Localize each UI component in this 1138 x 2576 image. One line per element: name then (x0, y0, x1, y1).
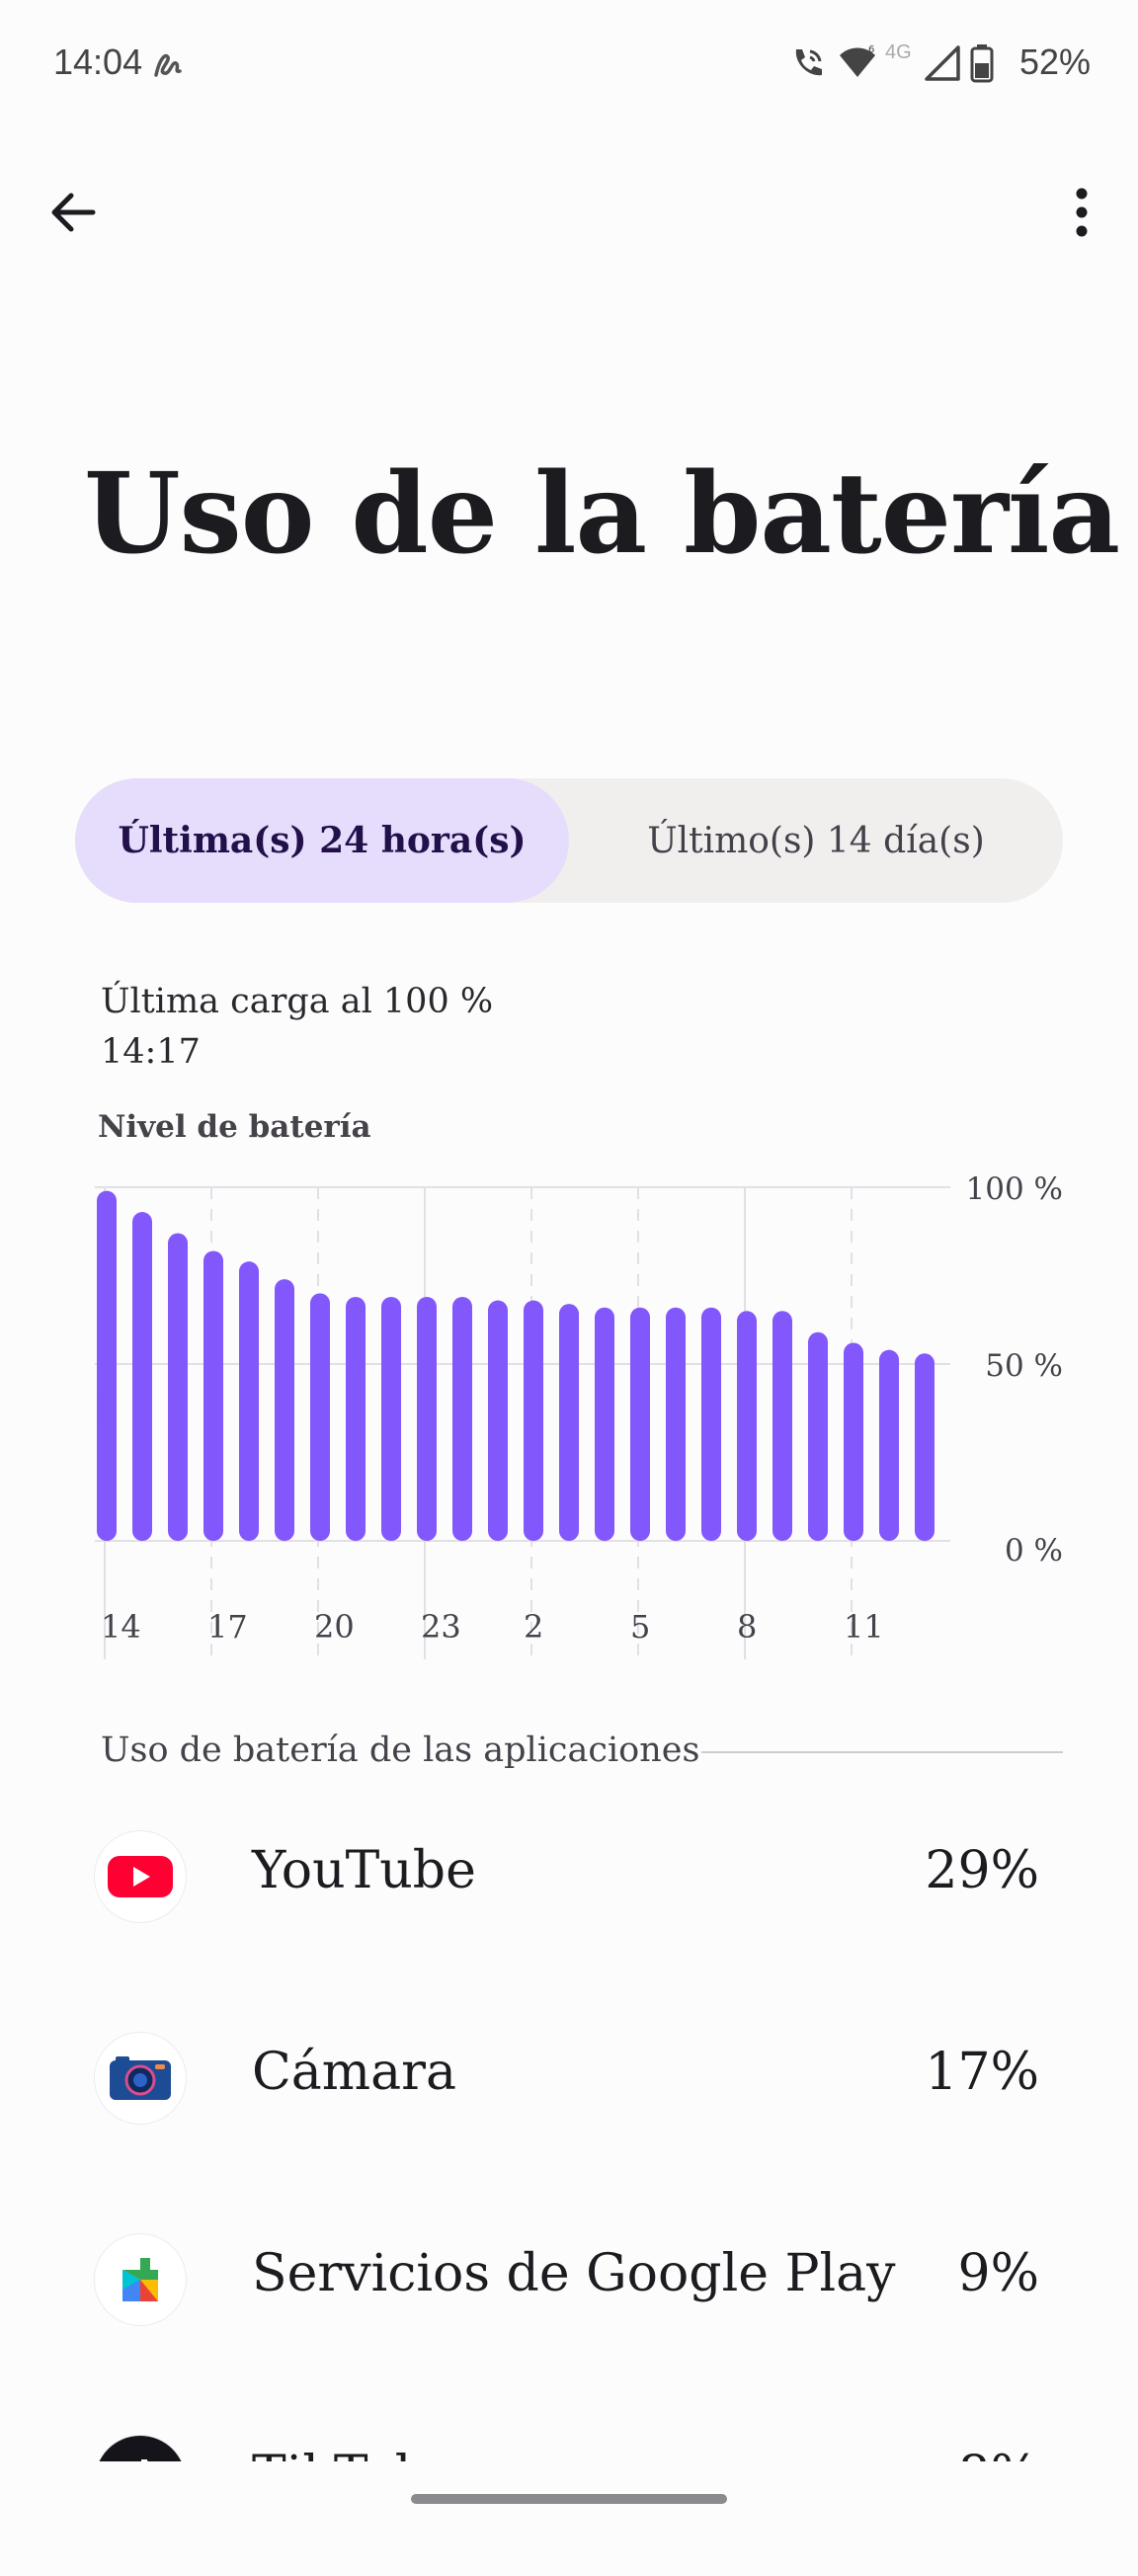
battery-percent: 52% (1018, 41, 1091, 82)
battery-bar (203, 1250, 223, 1541)
youtube-icon (95, 1831, 186, 1922)
cell-signal-icon (925, 45, 960, 81)
battery-bar (737, 1311, 757, 1541)
x-tick-label: 17 (207, 1608, 248, 1646)
last-charge-label: Última carga al 100 % (101, 982, 494, 1021)
chart-title: Nivel de batería (98, 1109, 371, 1145)
time-range-tabs: Última(s) 24 hora(s) Último(s) 14 día(s) (75, 778, 1063, 903)
section-divider (701, 1751, 1063, 1753)
battery-bar (275, 1279, 294, 1541)
battery-level-chart[interactable]: 100 % 50 % 0 % 14 17 20 23 2 5 8 11 (0, 1166, 1138, 1659)
app-percent: 9% (957, 2244, 1040, 2303)
arrow-left-icon (51, 193, 96, 232)
y-tick-label: 50 % (985, 1348, 1063, 1384)
battery-icon (970, 44, 994, 83)
signature-notification-icon (154, 53, 182, 77)
app-row-google-play-services[interactable]: Servicios de Google Play 9% (0, 2187, 1138, 2375)
more-vert-icon (1076, 188, 1088, 237)
battery-bar (381, 1296, 401, 1541)
battery-bar (452, 1296, 472, 1541)
app-percent: 17% (925, 2043, 1039, 2102)
battery-bar (772, 1311, 792, 1541)
battery-bar (808, 1331, 828, 1541)
app-row-youtube[interactable]: YouTube 29% (0, 1784, 1138, 1972)
x-tick-label: 8 (737, 1608, 757, 1646)
network-type-label: 4G (885, 41, 912, 63)
google-play-services-icon (95, 2234, 186, 2325)
battery-bar (168, 1233, 188, 1541)
battery-bar (595, 1307, 614, 1541)
battery-bar (559, 1304, 579, 1541)
x-tick-label: 14 (101, 1608, 141, 1646)
x-tick-label: 23 (421, 1608, 461, 1646)
app-row-camara[interactable]: Cámara 17% (0, 1985, 1138, 2173)
battery-bar (879, 1349, 899, 1541)
more-options-button[interactable] (1047, 178, 1116, 247)
battery-bar (915, 1353, 935, 1541)
app-name: Servicios de Google Play (252, 2244, 896, 2303)
battery-bar (417, 1296, 437, 1541)
last-charge-time: 14:17 (101, 1032, 201, 1072)
charging-bolt-icon (97, 1376, 115, 1417)
battery-bar (239, 1261, 259, 1541)
wifi-call-icon (795, 49, 822, 76)
camera-icon (95, 2033, 186, 2124)
battery-bar (97, 1190, 117, 1541)
wifi-icon: 6 (840, 44, 875, 77)
app-usage-section-title: Uso de batería de las aplicaciones (101, 1731, 700, 1770)
battery-bar (488, 1300, 508, 1541)
app-percent: 29% (925, 1841, 1039, 1900)
x-tick-label: 20 (314, 1608, 355, 1646)
svg-text:6: 6 (868, 44, 874, 55)
tab-last-14-days[interactable]: Último(s) 14 día(s) (647, 820, 985, 861)
battery-bar (666, 1307, 686, 1541)
x-tick-label: 5 (630, 1608, 650, 1646)
page-title: Uso de la batería (84, 449, 1120, 579)
y-tick-label: 100 % (966, 1171, 1063, 1207)
battery-bar (310, 1293, 330, 1541)
status-time: 14:04 (53, 41, 143, 82)
battery-bar (524, 1300, 543, 1541)
app-name: Cámara (252, 2043, 456, 2102)
x-tick-label: 2 (524, 1608, 543, 1646)
home-indicator[interactable] (411, 2494, 727, 2504)
battery-bar (630, 1307, 650, 1541)
battery-bar (844, 1342, 863, 1541)
app-name: YouTube (252, 1841, 476, 1900)
battery-bar (346, 1296, 366, 1541)
y-tick-label: 0 % (1005, 1533, 1063, 1569)
tab-last-24-hours[interactable]: Última(s) 24 hora(s) (75, 778, 569, 903)
battery-bar (132, 1212, 152, 1541)
x-tick-label: 11 (844, 1608, 884, 1646)
battery-bar (701, 1307, 721, 1541)
back-button[interactable] (40, 178, 109, 247)
